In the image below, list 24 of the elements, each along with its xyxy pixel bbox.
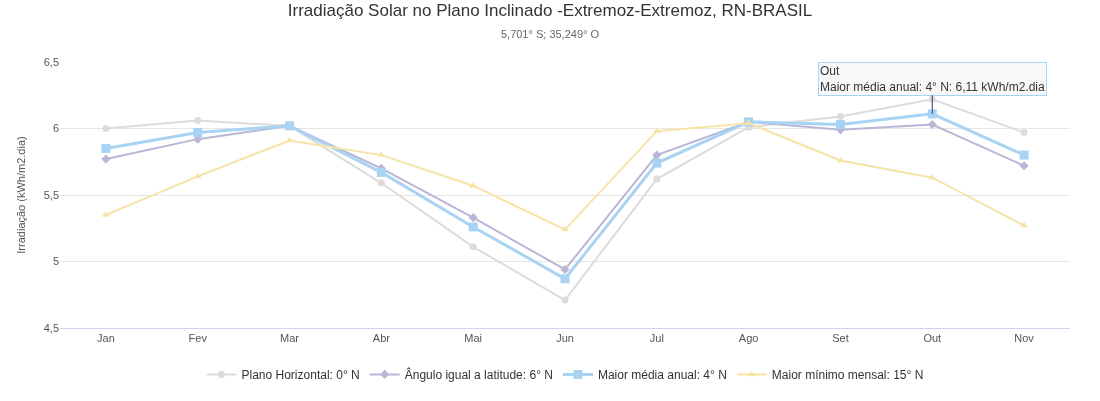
x-tick-label: Jul bbox=[649, 332, 664, 345]
x-tick-label: Abr bbox=[372, 332, 391, 345]
x-tick-label: Fev bbox=[188, 332, 208, 345]
x-tick-label: Mai bbox=[464, 332, 483, 345]
x-tick-label: Jan bbox=[97, 332, 115, 345]
chart-subtitle: 5,701° S; 35,249° O bbox=[500, 28, 600, 41]
y-tick-label: 4,5 bbox=[43, 321, 59, 334]
x-tick-label: Mar bbox=[280, 332, 300, 345]
y-tick-label: 6,5 bbox=[43, 55, 59, 68]
x-tick-label: Jun bbox=[556, 332, 574, 345]
y-tick-label: 5,5 bbox=[43, 188, 59, 201]
y-tick-label: 5 bbox=[52, 255, 59, 268]
x-tick-label: Set bbox=[832, 332, 849, 345]
x-tick-label: Nov bbox=[1014, 332, 1035, 345]
annotation: Out Maior média anual: 4° N: 6,11 kWh/m2.dia bbox=[820, 64, 1045, 94]
legend-label: Maior mínimo mensal: 15° N bbox=[771, 368, 924, 383]
legend-label: Plano Horizontal: 0° N bbox=[241, 368, 360, 383]
y-tick-label: 6 bbox=[52, 122, 59, 135]
y-axis-title: Irradiação (kWh/m2.dia) bbox=[15, 136, 28, 254]
legend-label: Ângulo igual a latitude: 6° N bbox=[404, 367, 553, 383]
chart-title: Irradiação Solar no Plano Inclinado -Extremoz-Extremoz, RN-BRASIL bbox=[287, 1, 813, 21]
x-tick-label: Ago bbox=[738, 332, 759, 345]
x-tick-label: Out bbox=[923, 332, 942, 345]
legend-label: Maior média anual: 4° N bbox=[597, 368, 727, 383]
